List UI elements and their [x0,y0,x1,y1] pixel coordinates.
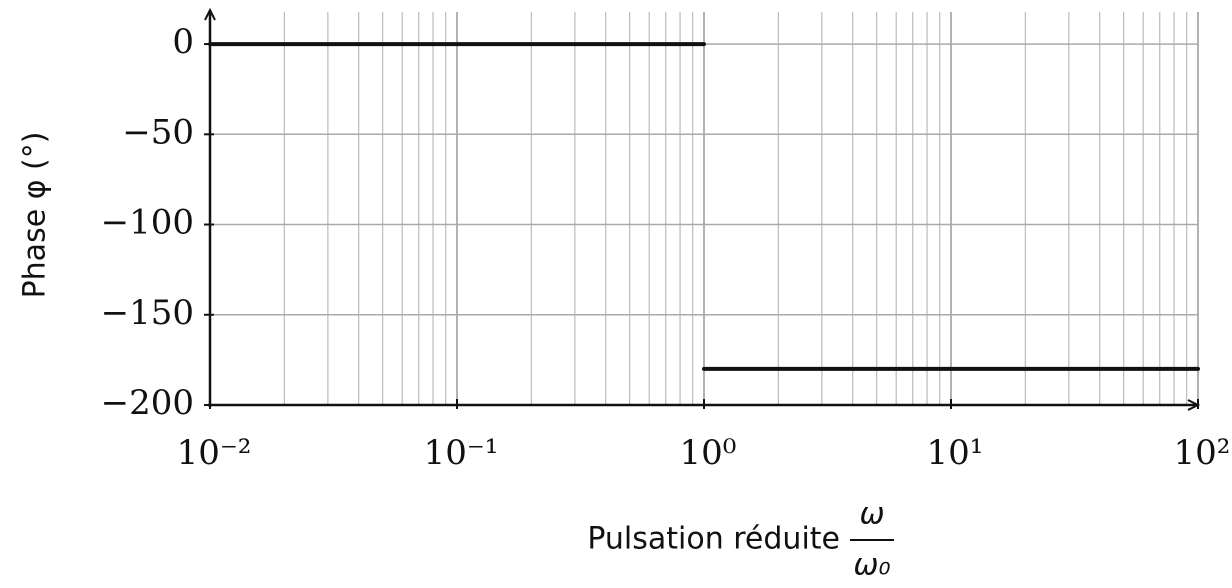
x-axis-arrow [1187,399,1201,411]
x-tick-label: 10² [1174,433,1231,473]
y-axis-arrow [204,7,216,21]
x-tick-label: 10⁻¹ [424,433,499,473]
x-label-numerator: ω [859,497,884,532]
y-tick-label: −200 [101,383,194,423]
y-tick-label: 0 [172,22,194,62]
x-tick-label: 10⁰ [680,433,737,473]
x-tick-label: 10¹ [927,433,984,473]
y-tick-label: −150 [101,293,194,333]
grid [209,12,1199,406]
x-axis-label: Pulsation réduite [587,522,840,557]
y-tick-label: −100 [101,203,194,243]
x-tick-label: 10⁻² [177,433,252,473]
y-axis-label: Phase φ (°) [18,132,53,299]
y-tick-label: −50 [122,112,194,152]
data-line [208,42,1200,371]
x-label-denominator: ω₀ [853,548,890,583]
